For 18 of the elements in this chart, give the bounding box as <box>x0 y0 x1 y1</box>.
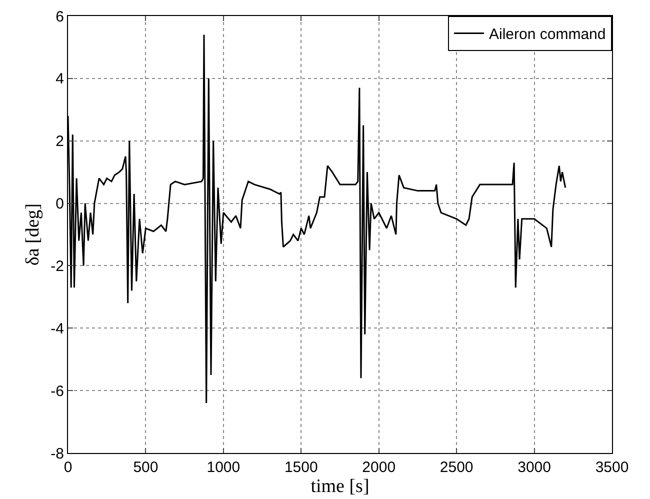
x-tick-label: 1500 <box>284 459 318 476</box>
x-tick-label: 3500 <box>595 459 629 476</box>
y-tick-label: 0 <box>56 196 64 213</box>
x-tick-label: 2000 <box>362 459 396 476</box>
x-tick-label: 2500 <box>440 459 474 476</box>
y-tick-label: -2 <box>50 258 64 275</box>
y-tick-label: -4 <box>50 320 64 338</box>
x-axis-title: time [s] <box>310 476 370 497</box>
y-tick-label: -6 <box>50 382 64 400</box>
y-tick-label: 2 <box>56 133 64 150</box>
y-tick-label: 4 <box>56 70 64 88</box>
legend-label: Aileron command <box>489 26 606 44</box>
x-tick-label: 3000 <box>518 459 551 476</box>
y-axis-title: δa [deg] <box>22 203 44 266</box>
y-tick-label: 6 <box>56 8 64 26</box>
y-tick-label: -8 <box>50 445 64 462</box>
x-tick-label: 1000 <box>206 459 240 476</box>
x-tick-label: 500 <box>133 459 158 476</box>
